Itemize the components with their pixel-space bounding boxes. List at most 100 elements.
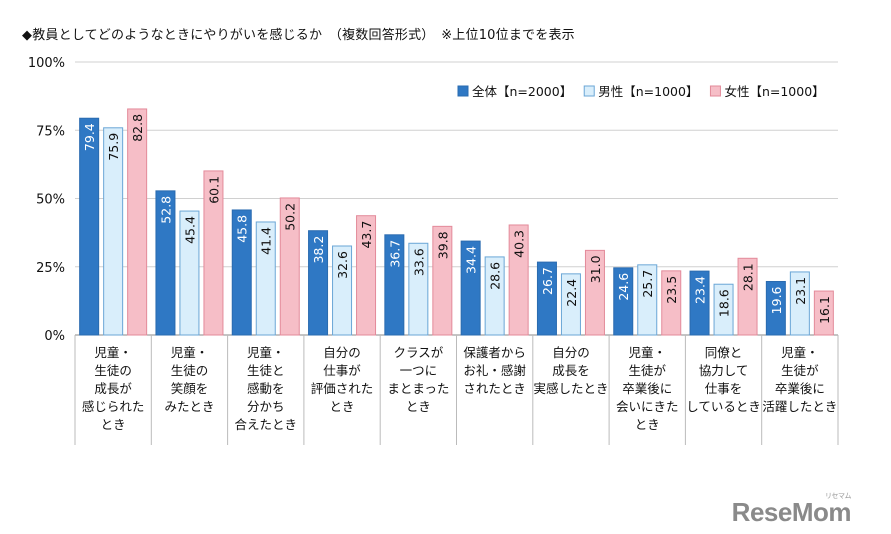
- bar: [332, 245, 353, 336]
- bar: [460, 240, 481, 336]
- bar-value-label: 43.7: [359, 221, 374, 249]
- bar-value-label: 41.4: [259, 227, 274, 255]
- bar-value-label: 18.6: [717, 289, 732, 317]
- bar-value-label: 26.7: [540, 267, 555, 295]
- bar-value-label: 52.8: [158, 196, 173, 224]
- bar-value-label: 79.4: [82, 123, 97, 151]
- resemom-logo: ReseMom リセマム: [731, 493, 852, 528]
- category-label: まとまった: [387, 381, 449, 396]
- category-label: されたとき: [463, 381, 526, 396]
- y-tick-label: 0%: [44, 329, 65, 344]
- bar: [661, 270, 682, 336]
- bar: [789, 271, 810, 336]
- bar: [79, 117, 100, 336]
- bar: [432, 225, 453, 336]
- y-tick-label: 50%: [36, 193, 65, 208]
- bar: [584, 249, 605, 336]
- legend-swatch: [709, 85, 721, 97]
- bar: [765, 280, 786, 336]
- bar: [179, 210, 200, 336]
- bar-value-label: 45.4: [182, 216, 197, 244]
- bar: [203, 170, 224, 336]
- category-label: 笑顔を: [171, 381, 209, 396]
- bar-value-label: 22.4: [564, 279, 579, 307]
- bar-value-label: 39.8: [435, 231, 450, 259]
- category-label: みたとき: [164, 399, 214, 414]
- category-label: とき: [406, 399, 431, 414]
- y-tick-label: 25%: [36, 261, 65, 276]
- logo-subtext: リセマム: [825, 493, 852, 500]
- bar-value-label: 34.4: [464, 246, 479, 274]
- bar-value-label: 24.6: [616, 273, 631, 301]
- category-label: 同僚と: [705, 345, 743, 360]
- legend-swatch: [457, 85, 469, 97]
- bar: [689, 270, 710, 336]
- logo-text: ReseMom: [731, 497, 852, 527]
- category-label: 保護者から: [463, 345, 526, 360]
- category-label: 生徒と: [247, 363, 285, 378]
- category-label: 生徒の: [94, 363, 132, 378]
- bar: [508, 224, 529, 336]
- legend-label: 男性【n=1000】: [598, 84, 698, 99]
- legend-label: 女性【n=1000】: [724, 84, 824, 99]
- category-label: 仕事を: [705, 381, 743, 396]
- bar: [713, 283, 734, 336]
- bar: [384, 234, 405, 336]
- bar: [231, 209, 252, 336]
- category-label: 自分の: [552, 345, 590, 360]
- bar: [127, 108, 148, 336]
- category-label: 成長が: [94, 381, 132, 396]
- chart-title: ◆教員としてどのようなときにやりがいを感じるか （複数回答形式） ※上位10位ま…: [22, 28, 575, 43]
- category-label: 評価された: [311, 381, 374, 396]
- category-label: 実感したとき: [533, 381, 608, 396]
- bar: [356, 215, 377, 336]
- bar-value-label: 25.7: [640, 270, 655, 298]
- bar-value-label: 16.1: [817, 296, 832, 324]
- bar: [813, 290, 834, 336]
- bar: [155, 190, 176, 336]
- category-label: 成長を: [552, 363, 590, 378]
- category-label: 卒業後に: [622, 381, 672, 396]
- bar-value-label: 82.8: [130, 114, 145, 142]
- bar-value-label: 50.2: [283, 203, 298, 231]
- category-label: 児童・: [628, 345, 666, 360]
- category-label: 感動を: [247, 381, 285, 396]
- bar-value-label: 19.6: [769, 286, 784, 314]
- category-label: 児童・: [781, 345, 819, 360]
- legend-swatch: [583, 85, 595, 97]
- bar-value-label: 23.5: [664, 276, 679, 304]
- category-label: 卒業後に: [775, 381, 825, 396]
- bar: [484, 256, 505, 336]
- bar-value-label: 23.1: [793, 277, 808, 305]
- bar: [637, 264, 658, 336]
- category-label: 一つに: [400, 363, 438, 378]
- category-label: 感じられた: [82, 399, 145, 414]
- bar: [279, 197, 300, 336]
- bar: [408, 242, 429, 336]
- category-label: とき: [101, 417, 126, 432]
- category-label: 生徒の: [171, 363, 209, 378]
- category-label: クラスが: [393, 345, 443, 360]
- category-label: 活躍したとき: [762, 399, 837, 414]
- category-label: 児童・: [94, 345, 132, 360]
- category-label: 仕事が: [323, 363, 361, 378]
- category-label: 合えたとき: [234, 417, 297, 432]
- category-label: 生徒が: [628, 363, 666, 378]
- bar-value-label: 38.2: [311, 236, 326, 264]
- bar-value-label: 75.9: [106, 133, 121, 161]
- bar-value-label: 23.4: [693, 276, 708, 304]
- y-tick-label: 100%: [28, 56, 65, 71]
- category-label: 児童・: [171, 345, 209, 360]
- bar-value-label: 28.6: [488, 262, 503, 290]
- category-label: 児童・: [247, 345, 285, 360]
- bar-value-label: 28.1: [741, 263, 756, 291]
- category-label: 会いにきた: [616, 399, 679, 414]
- bar-value-label: 31.0: [588, 255, 603, 283]
- bar: [560, 273, 581, 336]
- bar: [308, 230, 329, 336]
- bar-value-label: 60.1: [206, 176, 221, 204]
- y-tick-label: 75%: [36, 124, 65, 139]
- bar: [103, 127, 124, 336]
- bar-value-label: 40.3: [512, 230, 527, 258]
- category-label: とき: [635, 417, 660, 432]
